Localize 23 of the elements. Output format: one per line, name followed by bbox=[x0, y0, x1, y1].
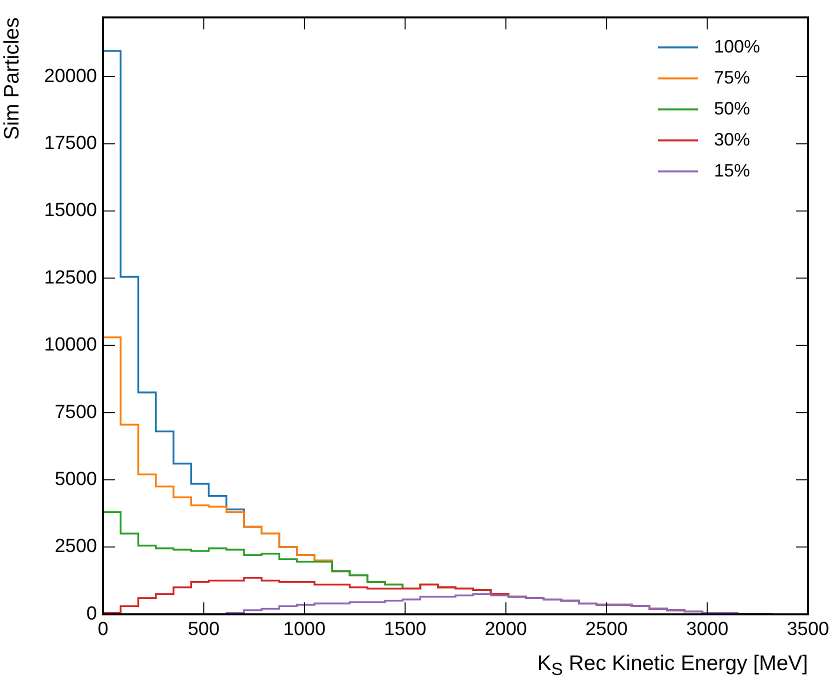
y-tick-label: 7500 bbox=[54, 402, 97, 423]
x-axis-title: K$_{S}$ Rec Kinetic Energy [MeV] bbox=[537, 652, 808, 680]
x-tick-label: 1500 bbox=[384, 618, 426, 640]
y-tick-label: 12500 bbox=[44, 267, 97, 288]
y-tick-label: 10000 bbox=[44, 334, 97, 356]
y-tick-label: 0 bbox=[86, 603, 97, 624]
x-tick-label: 3000 bbox=[686, 618, 728, 640]
legend-label: 75% bbox=[714, 67, 750, 88]
y-tick-label: 15000 bbox=[44, 200, 97, 222]
y-tick-label: 5000 bbox=[54, 469, 97, 490]
x-tick-label: 2000 bbox=[484, 618, 527, 640]
x-tick-label: 1000 bbox=[283, 618, 326, 640]
legend-label: 50% bbox=[714, 98, 750, 118]
x-tick-label: 2500 bbox=[585, 618, 628, 640]
y-tick-label: 2500 bbox=[54, 536, 97, 558]
legend-label: 30% bbox=[714, 129, 750, 150]
y-tick-label: 20000 bbox=[44, 66, 97, 87]
y-tick-label: 17500 bbox=[44, 132, 97, 154]
x-tick-label: 3500 bbox=[786, 618, 830, 640]
y-axis-title: Sim Particles bbox=[0, 17, 24, 140]
x-tick-label: 500 bbox=[188, 618, 220, 640]
legend-label: 100% bbox=[714, 36, 760, 56]
legend-label: 15% bbox=[714, 160, 750, 180]
